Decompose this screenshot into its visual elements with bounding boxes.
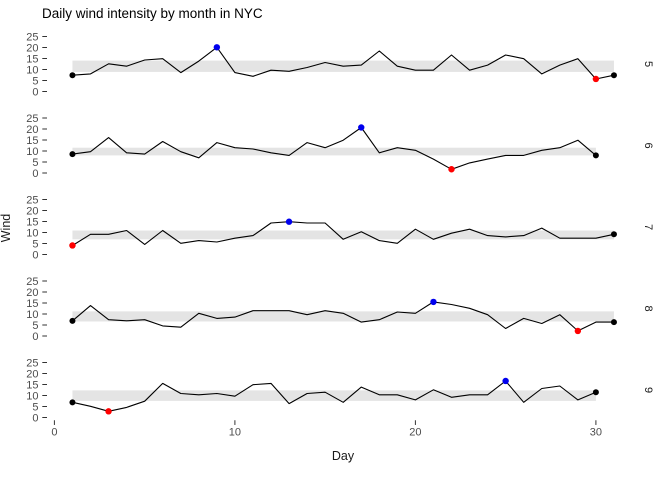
y-tick-label-month-5: 15 [26,53,38,65]
iqr-band-month-7 [72,230,614,240]
y-tick-label-month-5: 10 [26,64,38,76]
facet-label-9: 9 [642,387,654,393]
y-tick-label-month-8: 5 [32,320,38,332]
y-tick-label-month-5: 20 [26,42,38,54]
y-tick-label-month-5: 0 [32,86,38,98]
wind-line-month-5 [72,46,615,80]
iqr-band-month-8 [72,311,614,322]
iqr-band-month-9 [72,390,596,401]
y-tick-label-month-6: 15 [26,135,38,147]
start-point-month-5 [69,72,76,79]
y-tick-label-month-9: 15 [26,379,38,391]
start-point-month-8 [69,317,76,324]
y-tick-label-month-6: 20 [26,124,38,136]
wind-line-month-6 [72,126,597,170]
y-tick-label-month-6: 5 [32,157,38,169]
min-point-month-5 [592,75,600,83]
x-tick-label: 20 [409,426,421,438]
max-point-month-5 [213,44,221,51]
facet-label-8: 8 [642,305,654,311]
y-tick-label-month-8: 25 [26,276,38,288]
x-tick-label: 10 [229,426,241,438]
x-tick-label: 0 [51,426,57,438]
end-point-month-5 [610,72,617,79]
y-tick-label-month-8: 10 [26,309,38,321]
y-tick-label-month-8: 20 [26,287,38,299]
max-point-month-9 [502,377,509,385]
facet-label-6: 6 [642,142,654,148]
y-tick-label-month-8: 0 [32,331,38,343]
y-tick-label-month-9: 25 [26,357,38,369]
y-tick-label-month-6: 10 [26,146,38,158]
max-point-month-8 [430,298,437,306]
min-point-month-6 [448,166,455,173]
y-tick-label-month-9: 0 [32,412,38,424]
min-point-month-8 [574,327,582,335]
iqr-band-month-6 [72,147,596,156]
max-point-month-6 [358,124,365,131]
y-tick-label-month-7: 5 [32,238,38,250]
y-tick-label-month-7: 25 [26,194,38,206]
end-point-month-7 [610,231,617,238]
wind-line-month-8 [72,301,614,332]
end-point-month-6 [592,152,599,159]
y-tick-label-month-9: 10 [26,390,38,402]
facet-label-5: 5 [642,61,654,67]
chart-title: Daily wind intensity by month in NYC [42,6,263,21]
end-point-month-9 [592,389,599,396]
min-point-month-9 [105,408,112,415]
wind-line-month-7 [72,221,615,246]
y-tick-label-month-5: 25 [26,31,38,43]
wind-line-month-9 [72,380,597,412]
y-tick-label-month-7: 20 [26,205,38,217]
y-tick-label-month-9: 20 [26,368,38,380]
y-tick-label-month-9: 5 [32,401,38,413]
start-point-month-6 [69,151,76,158]
max-point-month-7 [285,218,293,225]
y-tick-label-month-6: 0 [32,168,38,180]
y-tick-label-month-7: 10 [26,227,38,239]
y-tick-label-month-7: 15 [26,216,38,228]
start-point-month-9 [69,399,76,406]
min-point-month-7 [69,242,76,249]
x-axis-title: Day [331,449,355,463]
x-tick-label: 30 [590,426,602,438]
y-tick-label-month-6: 25 [26,113,38,125]
y-tick-label-month-8: 15 [26,298,38,310]
facet-label-7: 7 [642,224,654,230]
y-tick-label-month-5: 5 [32,75,38,87]
y-tick-label-month-7: 0 [32,249,38,261]
end-point-month-8 [610,319,617,326]
